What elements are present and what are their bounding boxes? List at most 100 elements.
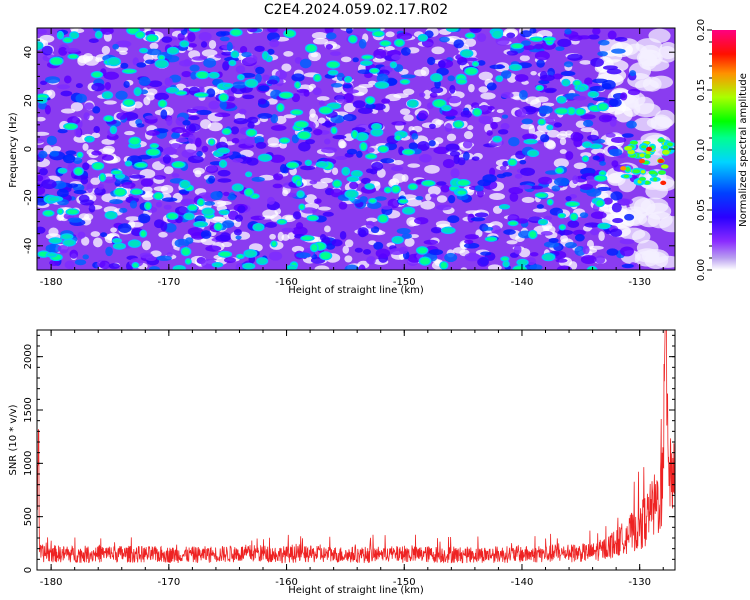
heatmap-blob xyxy=(447,194,456,204)
heatmap-blob xyxy=(100,28,114,35)
heatmap-blob xyxy=(345,28,353,34)
heatmap-hotspot-core xyxy=(496,76,502,81)
heatmap-gap xyxy=(431,46,445,55)
heatmap-hotspot-core xyxy=(280,138,289,143)
heatmap-gap xyxy=(446,133,457,142)
heatmap-blob xyxy=(187,155,204,164)
heatmap-gap xyxy=(530,99,542,109)
heatmap-blob xyxy=(205,165,219,174)
heatmap-gap xyxy=(435,220,451,228)
heatmap-hotspot-core xyxy=(500,205,509,209)
heatmap-blob xyxy=(224,257,236,263)
heatmap-gap xyxy=(460,267,468,270)
heatmap-hotspot-core xyxy=(243,263,254,269)
heatmap-hotspot-core xyxy=(332,127,337,134)
heatmap-blob xyxy=(266,32,280,42)
heatmap-gap xyxy=(344,255,353,263)
heatmap-blob xyxy=(64,260,75,269)
heatmap-blob xyxy=(73,175,89,180)
heatmap-blob xyxy=(92,106,101,114)
heatmap-blob xyxy=(171,126,187,134)
heatmap-cluster-core xyxy=(653,177,658,182)
heatmap-gap xyxy=(489,193,506,201)
heatmap-cluster-core xyxy=(639,153,646,158)
heatmap-hotspot-core xyxy=(114,188,126,196)
heatmap-blob xyxy=(119,207,128,213)
heatmap-blob xyxy=(269,154,286,163)
heatmap-hotspot-core xyxy=(317,162,328,167)
heatmap-blob xyxy=(251,176,265,182)
heatmap-blob xyxy=(419,154,432,163)
heatmap-blob xyxy=(121,181,136,189)
heatmap-gap xyxy=(115,46,129,53)
heatmap-blob xyxy=(75,93,87,103)
heatmap-gap xyxy=(208,39,217,49)
heatmap-blob xyxy=(477,60,486,66)
heatmap-blob xyxy=(309,180,318,185)
heatmap-hotspot-core xyxy=(58,209,63,214)
heatmap-blob xyxy=(91,82,105,92)
heatmap-hotspot-core xyxy=(409,184,417,190)
heatmap-y-tick-label: 0 xyxy=(23,146,34,152)
heatmap-blob xyxy=(509,192,519,202)
heatmap-blob xyxy=(521,118,534,125)
heatmap-hotspot-core xyxy=(180,41,188,47)
heatmap-blob xyxy=(196,151,203,157)
heatmap-hotspot-core xyxy=(473,109,481,116)
heatmap-blob xyxy=(530,252,539,257)
heatmap-hotspot-core xyxy=(145,202,151,210)
heatmap-hotspot-core xyxy=(237,254,244,259)
heatmap-blob xyxy=(540,231,553,236)
heatmap-blob xyxy=(188,134,196,144)
heatmap-gap xyxy=(420,66,430,77)
heatmap-blob xyxy=(538,176,553,185)
heatmap-blob xyxy=(237,205,246,214)
heatmap-blob xyxy=(60,90,73,97)
heatmap-gap xyxy=(632,229,651,244)
heatmap-gap xyxy=(453,247,466,254)
heatmap-blob xyxy=(538,105,553,115)
heatmap-blob xyxy=(580,114,596,120)
heatmap-blob xyxy=(582,245,590,255)
heatmap-hotspot-core xyxy=(513,266,526,270)
heatmap-blob xyxy=(270,124,287,131)
heatmap-blob xyxy=(291,73,305,82)
heatmap-blob xyxy=(490,121,498,130)
heatmap-blob xyxy=(205,245,222,252)
heatmap-gap xyxy=(269,233,276,240)
heatmap-hotspot-core xyxy=(114,243,125,249)
heatmap-blob xyxy=(536,59,545,68)
heatmap-gap xyxy=(480,92,496,100)
heatmap-blob xyxy=(444,252,458,263)
heatmap-hotspot-core xyxy=(68,54,78,59)
heatmap-hotspot-core xyxy=(379,146,388,152)
heatmap-blob xyxy=(574,234,585,242)
heatmap-blob xyxy=(101,154,114,161)
heatmap-gap xyxy=(102,145,115,154)
heatmap-blob xyxy=(597,186,611,191)
heatmap-blob xyxy=(166,252,173,258)
heatmap-hotspot-core xyxy=(224,83,232,88)
heatmap-gap xyxy=(304,194,317,204)
heatmap-blob xyxy=(322,211,334,217)
heatmap-blob xyxy=(114,179,121,187)
heatmap-hotspot-core xyxy=(371,129,382,136)
snr-y-tick-label: 1500 xyxy=(23,397,34,422)
heatmap-gap xyxy=(409,234,419,239)
heatmap-gap xyxy=(368,80,377,86)
heatmap-blob xyxy=(108,263,120,269)
heatmap-blob xyxy=(598,114,613,123)
heatmap-hotspot-core xyxy=(253,224,264,231)
heatmap-hotspot-core xyxy=(486,237,496,241)
heatmap-gap xyxy=(343,102,356,113)
heatmap-hotspot-core xyxy=(378,215,388,223)
heatmap-peak xyxy=(646,146,653,152)
heatmap-hotspot-core xyxy=(408,100,418,107)
heatmap-blob xyxy=(602,197,613,205)
heatmap-blob xyxy=(175,137,188,143)
heatmap-hotspot-core xyxy=(417,247,427,254)
heatmap-blob xyxy=(83,112,90,121)
heatmap-blob xyxy=(428,139,436,147)
heatmap-gap xyxy=(399,108,411,115)
heatmap-hotspot-core xyxy=(536,85,543,90)
